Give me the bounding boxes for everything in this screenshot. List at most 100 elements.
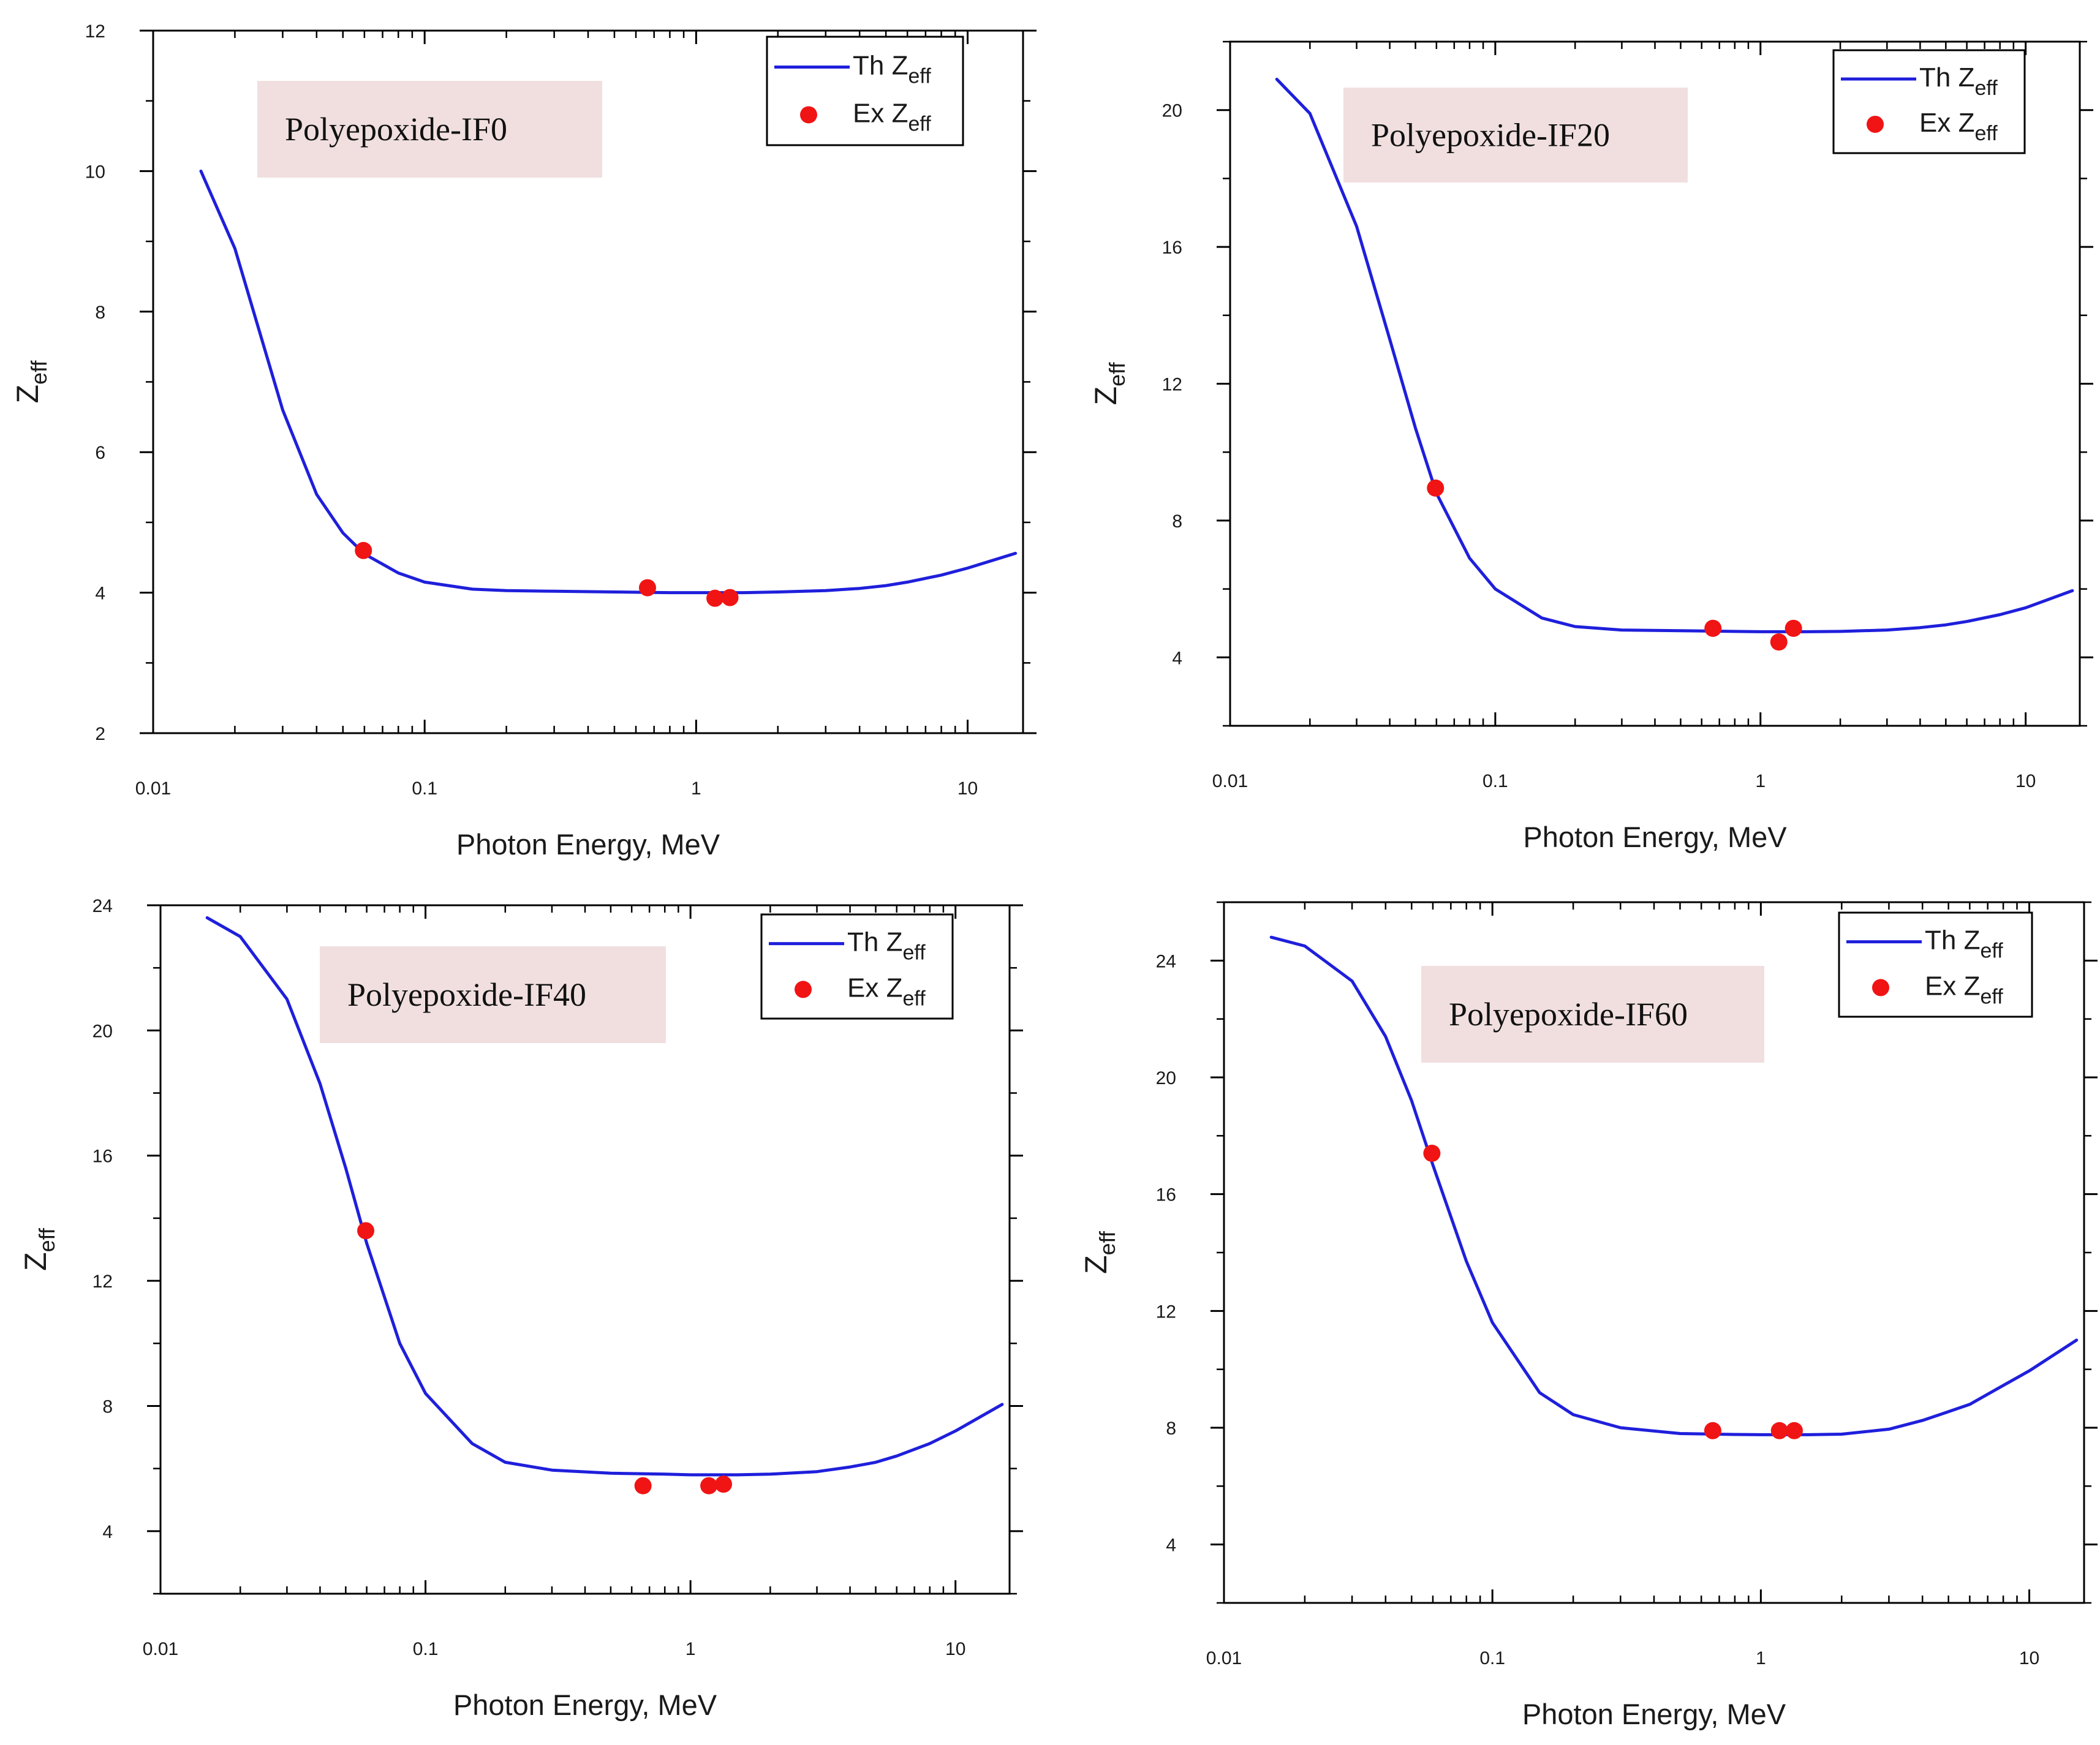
theory-zeff-line	[199, 169, 1018, 595]
y-axis-title: Zeff	[1089, 362, 1130, 405]
legend-experiment-label: Ex Zeff	[847, 973, 926, 1010]
x-axis-title: Photon Energy, MeV	[1523, 821, 1787, 853]
legend: Th Zeff Ex Zeff	[766, 36, 964, 146]
y-tick-label: 8	[1166, 1419, 1176, 1439]
y-tick-label: 4	[1166, 1536, 1176, 1556]
experiment-zeff-point	[714, 1476, 732, 1493]
legend-marker-swatch	[800, 106, 817, 124]
sample-label-box	[257, 81, 602, 178]
sample-label: Polyepoxide-IF60	[1449, 996, 1688, 1033]
y-tick-label: 8	[1172, 511, 1182, 532]
legend-marker-swatch	[1867, 115, 1884, 133]
x-tick-label: 0.01	[135, 778, 171, 799]
y-axis-title: Zeff	[1079, 1231, 1120, 1274]
y-tick-label: 16	[1162, 238, 1182, 258]
experiment-zeff-point	[1704, 1422, 1721, 1439]
experiment-zeff-point	[1423, 1144, 1441, 1162]
experiment-zeff-point	[1785, 619, 1802, 637]
sample-label: Polyepoxide-IF40	[347, 976, 586, 1013]
y-tick-label: 8	[95, 303, 105, 323]
y-axis-title: Zeff	[10, 360, 51, 404]
experiment-zeff-point	[721, 589, 739, 606]
legend: Th Zeff Ex Zeff	[1832, 49, 2026, 154]
y-tick-label: 24	[1156, 951, 1176, 971]
y-tick-label: 4	[95, 584, 105, 604]
legend: Th Zeff Ex Zeff	[760, 913, 954, 1020]
experiment-zeff-point	[1427, 479, 1445, 497]
y-tick-label: 16	[93, 1147, 113, 1167]
experiment-zeff-point	[355, 541, 372, 559]
y-tick-label: 4	[1172, 648, 1182, 668]
y-tick-label: 2	[95, 724, 105, 744]
y-tick-label: 12	[85, 21, 105, 42]
chart-panel-if40: 0.01 0.1 1 10 4 8 12 16 20 24 Photon Energy, MeV Ze…	[18, 896, 1023, 1721]
y-axis-title: Zeff	[18, 1227, 59, 1271]
chart-panel-if60: 0.01 0.1 1 10 4 8 12 16 20 24 Photon Energy, MeV Ze…	[1079, 901, 2098, 1730]
legend: Th Zeff Ex Zeff	[1838, 911, 2033, 1018]
y-tick-label: 12	[1156, 1302, 1176, 1322]
y-tick-label: 20	[1162, 101, 1182, 121]
experiment-zeff-point	[1785, 1422, 1803, 1439]
legend-marker-swatch	[795, 981, 812, 998]
legend-frame	[760, 913, 954, 1020]
y-tick-label: 12	[1162, 375, 1182, 395]
experiment-zeff-point	[700, 1477, 718, 1494]
y-tick-label: 10	[85, 162, 105, 182]
x-tick-label: 0.1	[413, 1639, 439, 1659]
y-tick-label: 12	[93, 1272, 113, 1292]
legend-theory-label: Th Zeff	[1919, 62, 1998, 100]
x-tick-label: 1	[691, 778, 701, 799]
y-tick-label: 20	[93, 1021, 113, 1041]
chart-panel-if20: 0.01 0.1 1 10 4 8 12 16 20 Photon Energy, MeV Zeff…	[1089, 40, 2093, 853]
legend-experiment-label: Ex Zeff	[853, 98, 931, 135]
x-tick-label: 10	[2015, 771, 2036, 791]
x-tick-label: 1	[1755, 771, 1766, 791]
sample-label-box	[320, 946, 666, 1043]
y-tick-label: 20	[1156, 1068, 1176, 1088]
theory-zeff-line	[1269, 935, 2079, 1436]
x-tick-label: 0.1	[1482, 771, 1508, 791]
experiment-zeff-point	[1770, 633, 1788, 651]
theory-zeff-line	[205, 916, 1004, 1477]
experiment-zeff-point	[357, 1222, 375, 1240]
x-tick-label: 0.01	[1212, 771, 1248, 791]
x-tick-label: 0.1	[1479, 1648, 1505, 1668]
legend-theory-label: Th Zeff	[1925, 925, 2003, 963]
sample-label: Polyepoxide-IF0	[285, 111, 507, 148]
sample-label-box	[1421, 966, 1764, 1063]
x-axis-title: Photon Energy, MeV	[456, 828, 720, 861]
legend-experiment-label: Ex Zeff	[1919, 108, 1998, 145]
x-tick-label: 10	[957, 778, 978, 799]
x-tick-label: 1	[686, 1639, 696, 1659]
x-tick-label: 1	[1756, 1648, 1766, 1668]
legend-marker-swatch	[1872, 979, 1889, 997]
x-tick-label: 10	[2019, 1648, 2039, 1668]
y-tick-label: 6	[95, 443, 105, 463]
chart-panel-if0: 0.01 0.1 1 10 2 4 6 8 10 12 Photon Energy, MeV Zeff…	[10, 21, 1037, 861]
legend-theory-label: Th Zeff	[847, 927, 926, 965]
legend-experiment-label: Ex Zeff	[1925, 971, 2003, 1008]
legend-frame	[1838, 911, 2033, 1018]
experiment-zeff-point	[638, 579, 656, 597]
x-axis-title: Photon Energy, MeV	[453, 1689, 717, 1721]
x-tick-label: 0.1	[412, 778, 437, 799]
legend-theory-label: Th Zeff	[853, 51, 931, 88]
sample-label-box	[1343, 88, 1688, 183]
y-tick-label: 24	[93, 896, 113, 916]
legend-frame	[766, 36, 964, 146]
theory-zeff-line	[1275, 77, 2074, 633]
experiment-zeff-point	[634, 1477, 652, 1494]
experiment-zeff-point	[1770, 1422, 1788, 1439]
experiment-zeff-point	[706, 589, 724, 607]
sample-label: Polyepoxide-IF20	[1371, 117, 1610, 154]
y-tick-label: 4	[102, 1522, 113, 1542]
y-tick-label: 16	[1156, 1185, 1176, 1205]
x-tick-label: 10	[945, 1639, 965, 1659]
legend-frame	[1832, 49, 2026, 154]
y-tick-label: 8	[102, 1396, 113, 1417]
experiment-zeff-point	[1704, 619, 1722, 637]
x-tick-label: 0.01	[143, 1639, 178, 1659]
x-axis-title: Photon Energy, MeV	[1522, 1698, 1786, 1730]
x-tick-label: 0.01	[1206, 1648, 1242, 1668]
